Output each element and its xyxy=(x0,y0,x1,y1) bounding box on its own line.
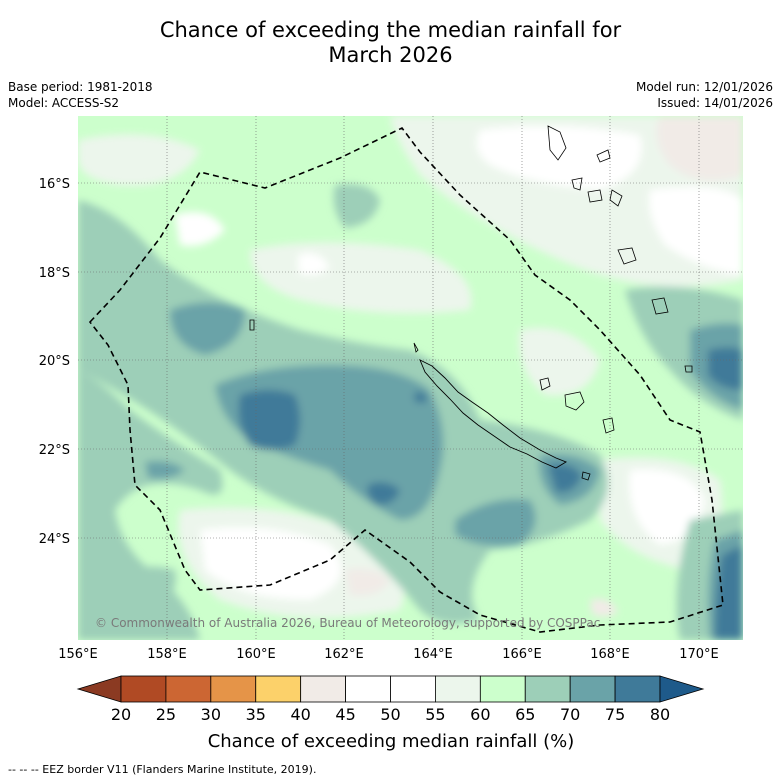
map-title: Chance of exceeding the median rainfall … xyxy=(0,18,781,68)
new-caledonia-coastline xyxy=(419,359,568,469)
field-80-plus xyxy=(367,482,400,505)
colorbar-bin xyxy=(210,675,257,703)
loyalty-island-coastline xyxy=(539,377,551,391)
colorbar-bin xyxy=(524,675,571,703)
field-80-plus xyxy=(708,347,743,390)
colorbar-tick-label: 30 xyxy=(201,705,221,724)
colorbar-bin xyxy=(614,675,661,703)
loyalty-island-coastline xyxy=(602,417,615,434)
lat-label: 18°S xyxy=(39,266,70,281)
colorbar-bin xyxy=(569,675,616,703)
field-45-50 xyxy=(656,116,743,181)
colorbar-tick-label: 50 xyxy=(380,705,400,724)
field-50-60 xyxy=(629,469,705,545)
vanuatu-coastline xyxy=(587,189,603,203)
lon-label: 156°E xyxy=(58,647,98,662)
colorbar-bin xyxy=(120,675,167,703)
vanuatu-coastline xyxy=(547,125,567,161)
field-75-80 xyxy=(170,302,245,355)
colorbar-tick-label: 65 xyxy=(515,705,535,724)
lat-label: 16°S xyxy=(39,177,70,192)
lon-label: 170°E xyxy=(679,647,719,662)
eez-border xyxy=(88,126,724,633)
colorbar-tick-label: 55 xyxy=(425,705,445,724)
lat-label: 22°S xyxy=(39,443,70,458)
loyalty-island-coastline xyxy=(564,391,585,411)
longitude-labels: 156°E 158°E 160°E 162°E 164°E 166°E 168°E 170°E xyxy=(58,647,719,662)
field-75-80 xyxy=(145,461,185,479)
colorbar-tick-label: 40 xyxy=(290,705,310,724)
field-45-50 xyxy=(590,598,618,617)
field-50-60 xyxy=(175,212,225,246)
field-70-75 xyxy=(78,255,223,640)
field-45-50 xyxy=(345,568,390,596)
lon-label: 168°E xyxy=(590,647,630,662)
base-period: Base period: 1981-2018 xyxy=(8,80,153,94)
colorbar-bin xyxy=(390,675,436,703)
vanuatu-coastline xyxy=(571,177,583,191)
eez-legend-note: -- -- -- EEZ border V11 (Flanders Marine… xyxy=(8,763,317,776)
colorbar-low-extension xyxy=(76,675,122,703)
issued-date: Issued: 14/01/2026 xyxy=(657,96,773,110)
colorbar-tick-label: 80 xyxy=(650,705,670,724)
field-70-75 xyxy=(100,566,176,608)
lon-label: 158°E xyxy=(147,647,187,662)
probability-fields xyxy=(78,116,743,640)
field-50-60 xyxy=(649,186,743,275)
colorbar-bin xyxy=(435,675,481,703)
field-60-65 xyxy=(519,328,600,396)
colorbar: 20 25 30 35 40 45 50 55 60 65 70 75 80 xyxy=(76,675,705,724)
model-name: Model: ACCESS-S2 xyxy=(8,96,120,110)
colorbar-tick-label: 25 xyxy=(156,705,176,724)
field-60-65 xyxy=(390,116,743,287)
field-60-65 xyxy=(78,134,200,186)
latitude-labels: 16°S 18°S 20°S 22°S 24°S xyxy=(39,177,70,547)
field-80-plus xyxy=(238,390,300,450)
lon-label: 160°E xyxy=(236,647,276,662)
lat-label: 24°S xyxy=(39,532,70,547)
colorbar-bin xyxy=(300,675,346,703)
field-80-plus xyxy=(414,391,428,403)
colorbar-tick-label: 60 xyxy=(470,705,490,724)
title-line-1: Chance of exceeding the median rainfall … xyxy=(159,18,622,42)
vanuatu-coastline xyxy=(684,365,693,373)
island-coastline xyxy=(249,319,255,331)
meta-left: Base period: 1981-2018 Model: ACCESS-S2 xyxy=(8,79,153,111)
map-panel: © Commonwealth of Australia 2026, Bureau… xyxy=(78,116,743,640)
colorbar-high-extension xyxy=(659,675,705,703)
colorbar-title: Chance of exceeding median rainfall (%) xyxy=(208,731,575,752)
field-80-plus xyxy=(548,463,582,493)
colorbar-bin xyxy=(479,675,526,703)
vanuatu-coastline xyxy=(651,297,669,315)
model-run: Model run: 12/01/2026 xyxy=(635,80,773,94)
colorbar-tick-label: 70 xyxy=(560,705,580,724)
gridlines xyxy=(78,116,743,640)
colorbar-bin xyxy=(345,675,391,703)
copyright-text: © Commonwealth of Australia 2026, Bureau… xyxy=(95,616,600,630)
vanuatu-coastline xyxy=(609,189,623,207)
colorbar-bin xyxy=(165,675,212,703)
lat-label: 20°S xyxy=(39,354,70,369)
field-50-60 xyxy=(200,527,342,600)
field-75-80 xyxy=(455,499,536,547)
lon-label: 164°E xyxy=(413,647,453,662)
meta-right: Model run: 12/01/2026 Issued: 14/01/2026 xyxy=(636,79,773,111)
title-line-2: March 2026 xyxy=(328,43,453,67)
field-50-60 xyxy=(298,253,330,276)
lon-label: 166°E xyxy=(502,647,542,662)
island-coastline xyxy=(413,342,419,353)
colorbar-bin xyxy=(255,675,302,703)
colorbar-tick-label: 45 xyxy=(335,705,355,724)
vanuatu-coastline xyxy=(596,149,611,163)
colorbar-tick-label: 35 xyxy=(246,705,266,724)
isle-of-pines-coastline xyxy=(581,471,591,481)
lon-label: 162°E xyxy=(324,647,364,662)
field-80-plus xyxy=(715,545,743,640)
field-70-75 xyxy=(333,184,380,228)
colorbar-tick-label: 20 xyxy=(111,705,131,724)
vanuatu-coastline xyxy=(617,247,637,265)
colorbar-tick-label: 75 xyxy=(605,705,625,724)
